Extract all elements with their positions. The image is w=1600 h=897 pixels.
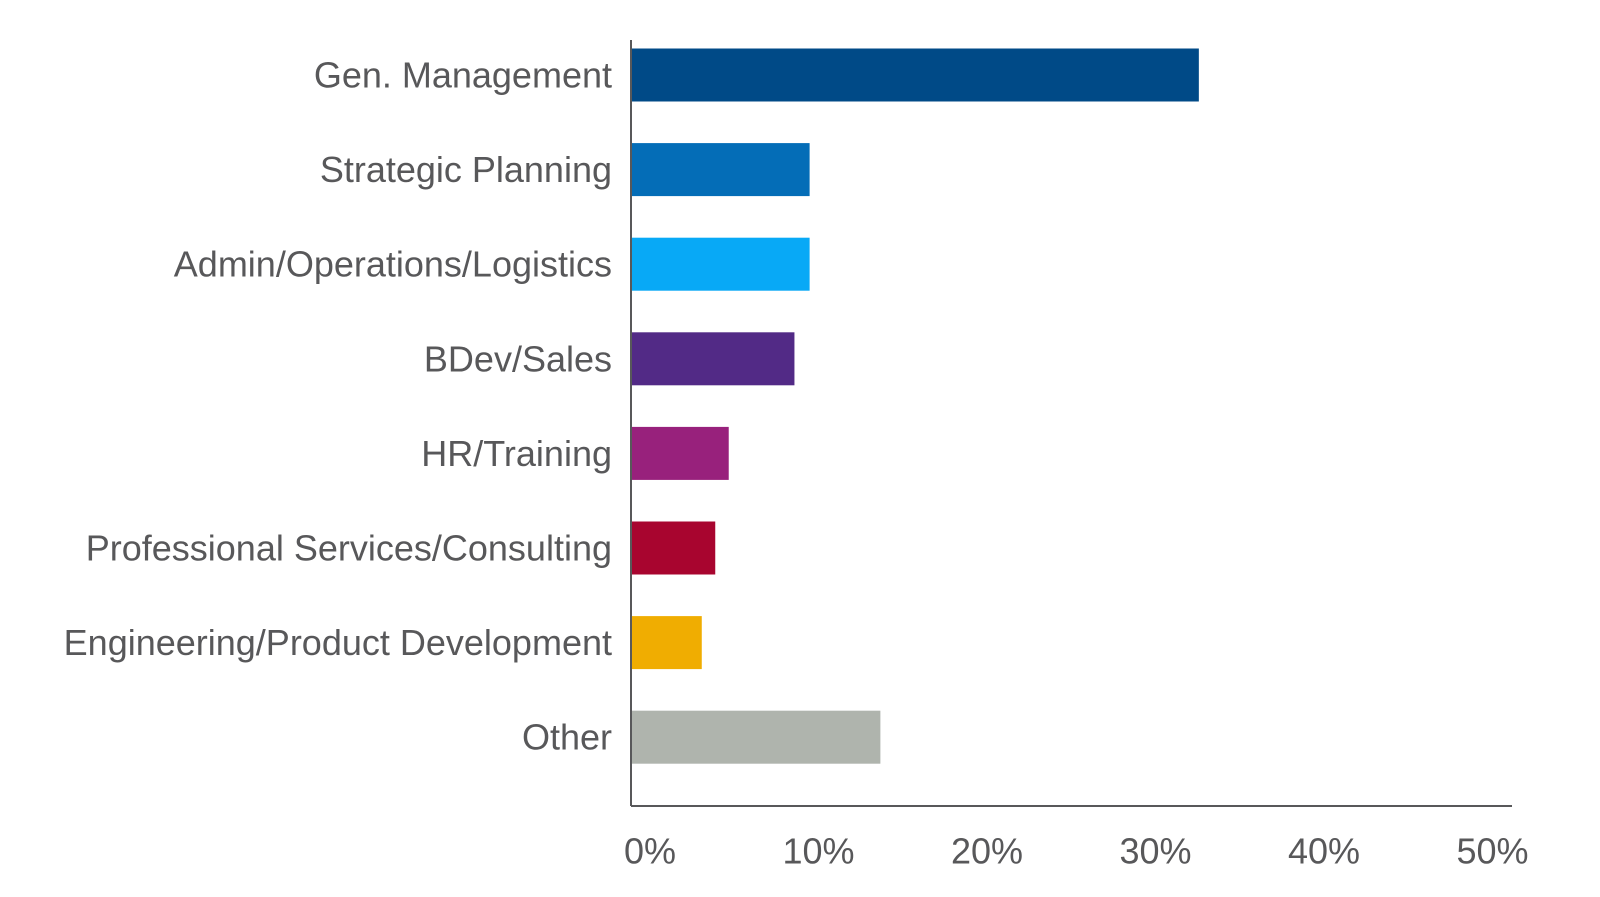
category-label-engineering-product-development: Engineering/Product Development bbox=[64, 622, 612, 663]
bar-bdev-sales bbox=[631, 332, 795, 386]
x-tick-label-40: 40% bbox=[1288, 831, 1360, 872]
category-labels: Gen. Management Strategic Planning Admin/O… bbox=[64, 55, 612, 758]
bar-other bbox=[631, 710, 881, 764]
category-label-gen-management: Gen. Management bbox=[314, 55, 612, 96]
bar-hr-training bbox=[631, 426, 729, 480]
x-tick-label-10: 10% bbox=[782, 831, 854, 872]
x-tick-label-20: 20% bbox=[951, 831, 1023, 872]
category-label-professional-services-consulting: Professional Services/Consulting bbox=[86, 528, 612, 569]
bar-gen-management bbox=[631, 48, 1199, 102]
x-tick-labels: 0% 10% 20% 30% 40% 50% bbox=[624, 831, 1529, 872]
category-label-strategic-planning: Strategic Planning bbox=[320, 149, 612, 190]
category-label-hr-training: HR/Training bbox=[421, 433, 612, 474]
x-tick-label-30: 30% bbox=[1119, 831, 1191, 872]
category-label-bdev-sales: BDev/Sales bbox=[424, 338, 612, 379]
bar-strategic-planning bbox=[631, 143, 810, 197]
x-tick-label-50: 50% bbox=[1456, 831, 1528, 872]
bars-layer bbox=[631, 48, 1199, 764]
x-tick-label-0: 0% bbox=[624, 831, 676, 872]
bar-admin-operations-logistics bbox=[631, 237, 810, 291]
category-label-other: Other bbox=[522, 717, 612, 758]
category-label-admin-operations-logistics: Admin/Operations/Logistics bbox=[174, 244, 612, 285]
bar-professional-services-consulting bbox=[631, 521, 716, 575]
bar-engineering-product-development bbox=[631, 616, 702, 670]
axes bbox=[630, 40, 1512, 807]
